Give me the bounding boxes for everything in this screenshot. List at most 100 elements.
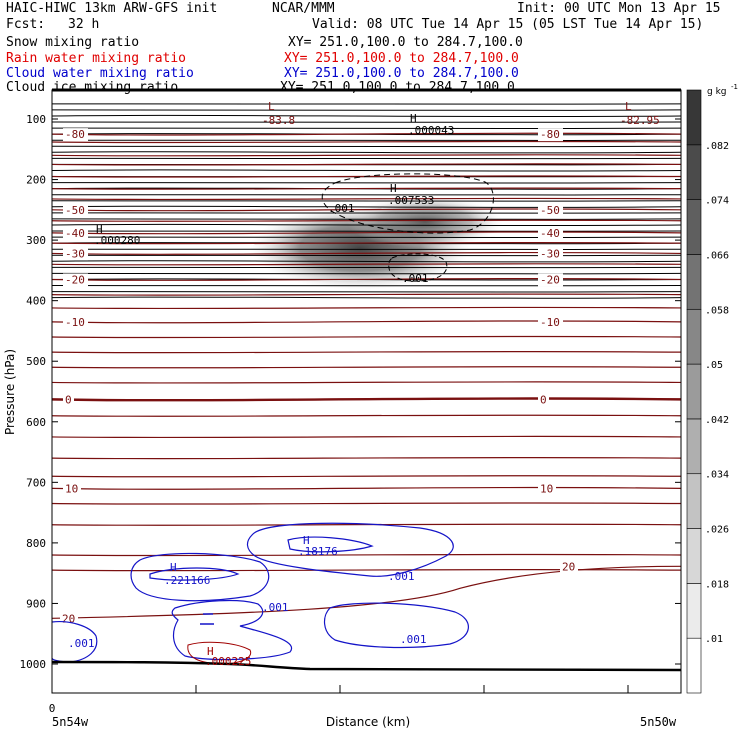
temperature-contour-line [52, 154, 681, 157]
black-contour-line [52, 157, 681, 160]
colorbar-segment [686, 363, 702, 420]
temperature-label-bg [63, 273, 88, 287]
black-contour-line [52, 290, 681, 293]
temperature-contour-line [52, 132, 681, 136]
temperature-label-bg [63, 393, 74, 407]
temperature-label: -40 [540, 227, 560, 240]
black-contour-line [52, 272, 681, 275]
x-left-location: 5n54w [52, 715, 89, 729]
y-axis-title: Pressure (hPa) [3, 349, 17, 435]
black-contour-line [52, 212, 681, 214]
temperature-contour-line [52, 175, 681, 178]
extremum-value: .18176 [298, 545, 338, 558]
extremum-value: .000043 [408, 124, 454, 137]
temperature-contour-line [52, 486, 681, 490]
extremum-type: H [170, 561, 177, 574]
temperature-contour-line [52, 293, 681, 296]
temperature-label: -30 [540, 247, 560, 260]
black-contour-line [52, 217, 681, 220]
temperature-label: -80 [65, 128, 85, 141]
temperature-label: -50 [540, 204, 560, 217]
temperature-contour-line [52, 414, 681, 417]
contour-label: .001 [400, 633, 427, 646]
temperature-label-bg [63, 247, 88, 261]
cloud-water-contour-2-inner [149, 567, 240, 581]
temperature-contour-line [52, 251, 681, 255]
black-contour-line [52, 205, 681, 208]
temperature-contour-line [52, 187, 681, 190]
temperature-label: 20 [562, 560, 575, 573]
temperature-label-bg [538, 482, 556, 496]
temperature-contour-line [52, 163, 681, 166]
colorbar-segment [686, 583, 702, 639]
black-contour-line [52, 193, 681, 196]
extremum-type: H [96, 223, 103, 236]
temperature-labels: -80 -80 -50 -50 -40 -40 -30 -30 -20 -20 -10 -10 0 0 10… [60, 128, 578, 626]
black-contour-line [52, 296, 681, 299]
extremum-type: H [390, 182, 397, 195]
snow-contour-upper [321, 173, 494, 234]
temperature-label: -40 [65, 227, 85, 240]
forecast-hours: 32 h [68, 17, 100, 32]
contour-label: .001 [262, 601, 289, 614]
x-axis [51, 685, 629, 693]
y-tick-label: 1000 [20, 658, 47, 671]
colorbar-level-label: .058 [705, 305, 729, 316]
temperature-label-bg [538, 393, 549, 407]
colorbar-level-label: .01 [705, 634, 723, 645]
black-contour-line [52, 181, 681, 184]
y-tick-label: 100 [26, 113, 46, 126]
temperature-contour-line [52, 502, 681, 505]
colorbar-segment [686, 637, 702, 694]
temperature-contour-line [52, 381, 681, 384]
black-contour-line [52, 266, 681, 269]
colorbar-segment [686, 473, 702, 529]
temperature-contour-line [52, 565, 681, 619]
valid-time: Valid: 08 UTC Tue 14 Apr 15 (05 LST Tue … [312, 17, 704, 32]
extremum-type: L [268, 100, 275, 113]
forecast-label: Fcst: [6, 17, 46, 32]
terrain-line [52, 660, 681, 672]
field-xy-snow: XY= 251.0,100.0 to 284.7,100.0 [288, 35, 523, 50]
y-tick-label: 500 [26, 355, 46, 368]
temperature-label-bg [560, 560, 578, 574]
temperature-contour-line [52, 397, 681, 402]
temperature-contour-line [52, 208, 681, 212]
colorbar-unit-exponent: -1 [731, 83, 738, 91]
temperature-label: -20 [65, 273, 85, 286]
temperature-label-bg [538, 273, 563, 287]
temperature-contours [52, 132, 681, 619]
black-contour-line [52, 139, 681, 141]
field-name-rain: Rain water mixing ratio [6, 51, 187, 66]
colorbar-level-label: .018 [705, 579, 729, 590]
colorbar-level-label: .074 [705, 196, 729, 207]
temperature-contour-line [52, 278, 681, 281]
y-tick-label: 300 [26, 234, 46, 247]
temperature-label: -10 [65, 316, 85, 329]
temperature-label-bg [63, 482, 81, 496]
temperature-label-bg [63, 203, 88, 217]
org-label: NCAR/MMM [272, 1, 335, 16]
black-contour-line [52, 199, 681, 202]
temperature-contour-line [52, 231, 681, 235]
temperature-contour-line [52, 456, 681, 460]
y-tick-label: 400 [26, 295, 46, 308]
temperature-contour-line [52, 140, 681, 144]
colorbar-segment [686, 254, 702, 310]
y-tick-label: 200 [26, 174, 46, 187]
cloud-water-contour-5 [52, 621, 98, 663]
extremum-value: .000225 [205, 655, 251, 668]
cloud-water-contour-6 [200, 613, 214, 625]
colorbar-segment [686, 418, 702, 475]
field-name-cloud-water: Cloud water mixing ratio [6, 66, 194, 81]
temperature-label: -80 [540, 128, 560, 141]
contour-label: .001 [328, 202, 355, 215]
rain-water-contour [187, 641, 252, 665]
extremum-type: H [410, 112, 417, 125]
colorbar: .01 .018 .026 .034 .042 .05 .058 .066 .074 .082 [686, 89, 729, 694]
x-right-location: 5n50w [640, 715, 677, 729]
black-contour-line [52, 223, 681, 227]
black-contour-line [52, 145, 681, 148]
temperature-contour-line [52, 241, 681, 245]
